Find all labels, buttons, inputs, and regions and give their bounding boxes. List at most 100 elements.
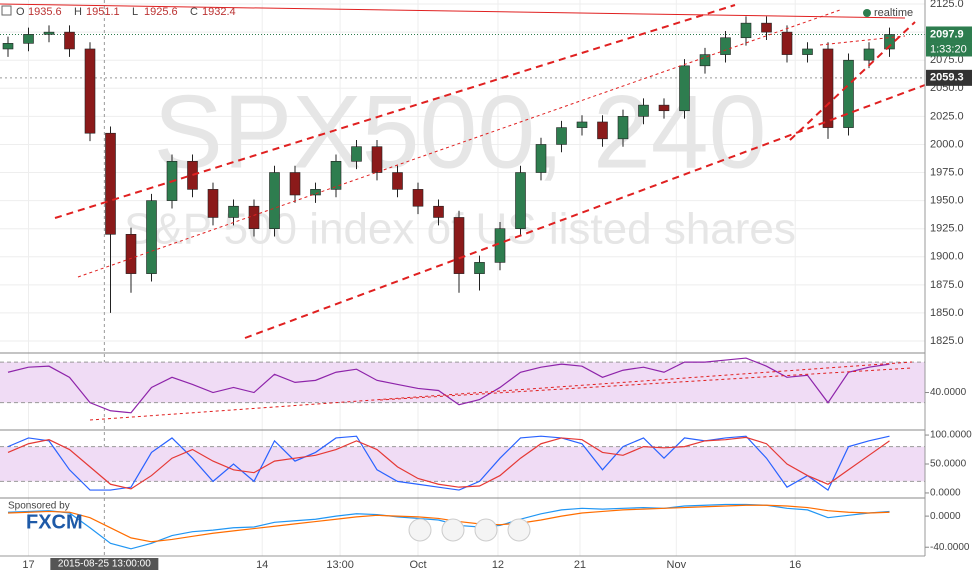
candle-body (228, 205, 239, 218)
ohlc-label: O (16, 6, 25, 18)
last-price-label: 2097.9 (930, 28, 964, 40)
trend-line (54, 4, 736, 219)
candle-body (802, 48, 813, 55)
candle-body (105, 132, 116, 235)
ohlc-label: L (132, 6, 138, 18)
trend-line (819, 35, 906, 46)
candle-body (843, 59, 854, 128)
candle-body (884, 34, 895, 50)
x-tick-label: 16 (789, 559, 801, 570)
candle-body (23, 34, 34, 44)
candle-body (64, 31, 75, 50)
candle-body (371, 146, 383, 173)
scroll-right-button[interactable] (507, 518, 531, 542)
ohlc-label: C (190, 6, 198, 18)
crosshair-label: 2015-08-25 13:00:00 (58, 559, 151, 570)
trend-line (379, 367, 913, 401)
candle-body (433, 205, 444, 218)
x-tick-label: Oct (409, 559, 426, 570)
candle-body (43, 31, 55, 35)
marks (2, 16, 895, 550)
candle-body (638, 104, 649, 117)
ohlc-value: 1951.1 (86, 6, 120, 18)
candle-body (351, 146, 362, 162)
candle-body (515, 172, 526, 229)
candle-body (2, 43, 14, 50)
candle-body (761, 22, 772, 33)
y-tick-label: 40.0000 (930, 387, 967, 398)
marked-price-box (926, 69, 972, 86)
x-tick-label: 12 (492, 559, 504, 570)
candle-body (187, 160, 198, 190)
candle-body (207, 189, 219, 218)
y-tick-label: 1975.0 (930, 166, 964, 178)
candle-body (740, 22, 752, 39)
trend-line (77, 9, 841, 278)
crosshair-label-box (50, 558, 159, 570)
realtime-dot (863, 9, 871, 17)
y-tick-label: 2075.0 (930, 54, 964, 66)
marked-price-label: 2059.3 (930, 72, 964, 84)
y-tick-label: 0.0000 (930, 488, 961, 499)
expand-icon[interactable] (1, 5, 12, 16)
sponsor-label: Sponsored by (8, 501, 70, 512)
y-tick-label: 1925.0 (930, 223, 964, 235)
scroll-left-button[interactable] (408, 518, 432, 542)
x-tick-label: 17 (22, 559, 34, 570)
candle-body (330, 160, 342, 190)
y-tick-label: 2000.0 (930, 138, 964, 150)
y-tick-label: -40.0000 (930, 542, 970, 553)
stoch-k-line (7, 435, 890, 491)
trend-line (0, 3, 906, 19)
candle-body (720, 37, 731, 55)
candle-body (474, 262, 485, 274)
reset-button[interactable] (474, 518, 498, 542)
band-fill (0, 362, 925, 403)
candle-body (494, 228, 506, 263)
y-tick-label: 2125.0 (930, 0, 964, 10)
y-tick-label: 50.0000 (930, 459, 967, 470)
candle-body (146, 200, 157, 274)
ohlc-value: 1932.4 (202, 6, 236, 18)
zoom-out-button[interactable] (441, 518, 465, 542)
ohlc-value: 1935.6 (28, 6, 62, 18)
y-tick-label: 100.0000 (930, 430, 972, 441)
candle-body (617, 116, 629, 140)
candle-body (269, 172, 280, 229)
ohlc-value: 1925.6 (144, 6, 178, 18)
realtime-label: realtime (874, 7, 913, 19)
axis-background (925, 0, 973, 570)
y-tick-label: 1900.0 (930, 251, 964, 263)
candle-body (863, 48, 875, 61)
candle-body (453, 217, 465, 274)
x-tick-label: 21 (574, 559, 586, 570)
x-tick-label: 13:00 (326, 559, 354, 570)
x-tick-label: Nov (667, 559, 687, 570)
candle-body (679, 65, 690, 112)
y-tick-label: 0.0000 (930, 511, 961, 522)
candle-body (84, 48, 96, 134)
stoch-d-line (7, 436, 890, 490)
y-tick-label: 1850.0 (930, 307, 964, 319)
y-tick-label: 1875.0 (930, 279, 964, 291)
y-tick-label: 1950.0 (930, 195, 964, 207)
header (1, 5, 12, 16)
rsi-line (7, 357, 890, 414)
countdown-box (926, 42, 972, 57)
ohlc-label: H (74, 6, 82, 18)
axes: 1825.0 1850.0 1875.0 1900.0 1925.0 1950.0 1975… (16, 0, 972, 570)
candle-body (412, 189, 424, 207)
candle-body (822, 48, 834, 128)
candle-body (289, 172, 301, 196)
x-tick-label: 14 (256, 559, 268, 570)
candle-body (699, 54, 711, 67)
candle-body (310, 189, 321, 196)
last-price-box (926, 26, 972, 43)
candle-body (392, 172, 403, 190)
zoom-controls (408, 518, 531, 542)
candle-body (658, 104, 670, 112)
candle-body (125, 234, 137, 274)
candle-body (556, 127, 567, 145)
candle-body (576, 121, 588, 128)
